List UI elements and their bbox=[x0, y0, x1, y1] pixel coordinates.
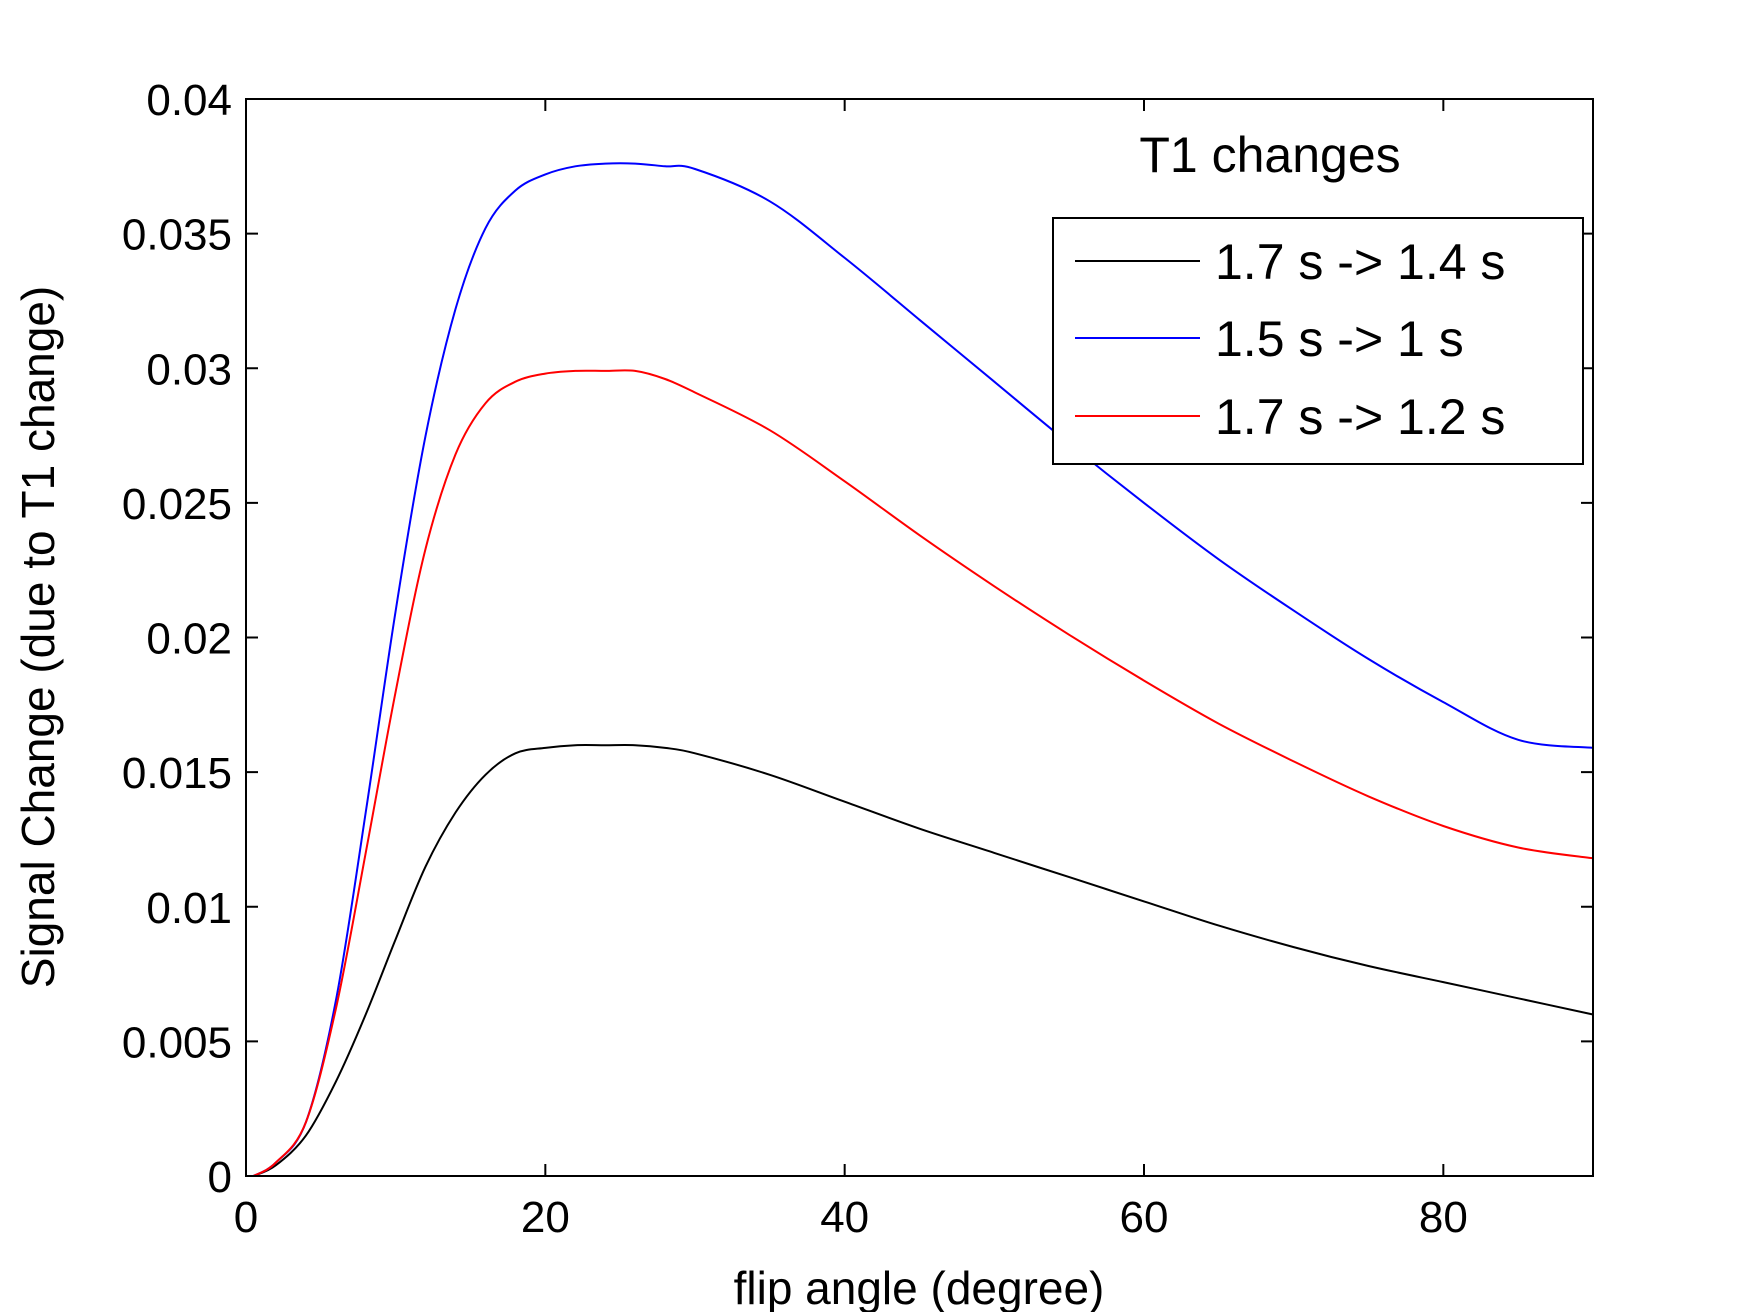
series-line-1 bbox=[253, 744, 1594, 1177]
y-tick-label: 0.01 bbox=[146, 884, 232, 933]
legend-label-series-3: 1.7 s -> 1.2 s bbox=[1215, 389, 1505, 445]
legend: T1 changes 1.7 s -> 1.4 s 1.5 s -> 1 s 1… bbox=[1052, 127, 1584, 465]
series-line-3 bbox=[252, 369, 1594, 1177]
x-tick-label: 20 bbox=[521, 1193, 570, 1242]
x-tick-label: 60 bbox=[1120, 1193, 1169, 1242]
y-axis-label: Signal Change (due to T1 change) bbox=[12, 286, 64, 988]
y-tick-label: 0.025 bbox=[122, 480, 232, 529]
legend-label-series-1: 1.7 s -> 1.4 s bbox=[1215, 234, 1505, 290]
x-tick-label: 80 bbox=[1419, 1193, 1468, 1242]
y-tick-label: 0.04 bbox=[146, 76, 232, 125]
plot-series-group bbox=[252, 162, 1594, 1177]
series-line-2 bbox=[252, 162, 1594, 1177]
legend-title: T1 changes bbox=[1139, 127, 1400, 183]
y-tick-label: 0.02 bbox=[146, 615, 232, 664]
y-tick-label: 0.03 bbox=[146, 345, 232, 394]
legend-box bbox=[1052, 217, 1584, 465]
x-axis-label: flip angle (degree) bbox=[734, 1262, 1105, 1312]
y-tick-label: 0 bbox=[208, 1153, 232, 1202]
y-tick-label: 0.035 bbox=[122, 211, 232, 260]
plot-area-frame bbox=[245, 98, 1594, 1177]
axis-ticks: 0 20 40 60 80 0 0.005 0.01 0.015 0.02 0.025 0.03 0.0… bbox=[122, 76, 1593, 1242]
y-tick-label: 0.015 bbox=[122, 749, 232, 798]
x-tick-label: 0 bbox=[234, 1193, 258, 1242]
legend-label-series-2: 1.5 s -> 1 s bbox=[1215, 311, 1464, 367]
y-tick-label: 0.005 bbox=[122, 1018, 232, 1067]
x-tick-label: 40 bbox=[820, 1193, 869, 1242]
